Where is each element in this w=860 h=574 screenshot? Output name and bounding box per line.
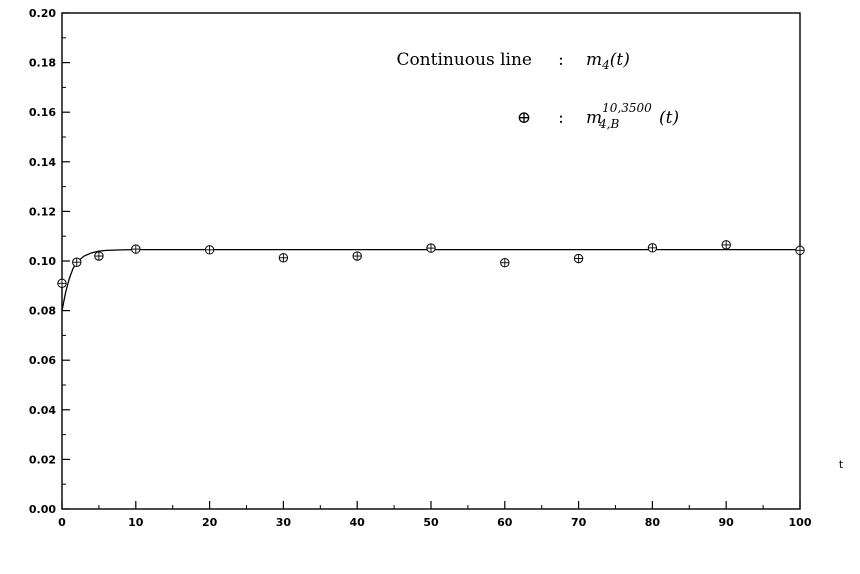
x-tick-label: 50: [423, 516, 439, 529]
legend-marker-arg: (t): [659, 108, 679, 128]
y-tick-label: 0.12: [29, 205, 56, 218]
y-tick-label: 0.02: [29, 453, 56, 466]
y-tick-label: 0.18: [29, 57, 56, 70]
legend-marker-glyph: ⊕: [517, 108, 531, 128]
legend-marker-subscript: 4,B: [598, 117, 619, 131]
data-point: [131, 244, 141, 254]
data-point: [500, 258, 510, 268]
data-point: [647, 243, 658, 253]
data-point: [573, 253, 584, 264]
legend: Continuous line : m4(t) ⊕ : m10,3500 4,B…: [396, 50, 679, 131]
data-point: [72, 257, 82, 267]
legend-line-symbol: m4(t): [586, 50, 630, 72]
x-tick-label: 90: [719, 516, 735, 529]
x-tick-label: 40: [350, 516, 366, 529]
y-tick-label: 0.10: [29, 255, 56, 268]
data-point: [94, 251, 104, 261]
x-tick-label: 100: [789, 516, 812, 529]
x-tick-label: 20: [202, 516, 218, 529]
x-tick-label: 60: [497, 516, 513, 529]
y-tick-label: 0.08: [29, 305, 56, 318]
x-tick-label: 30: [276, 516, 292, 529]
x-axis-ticks: 0 10 20 30 40 50 60 70 80 90 100: [58, 501, 812, 529]
legend-marker-separator: :: [558, 108, 564, 128]
data-point: [57, 278, 67, 289]
x-axis-label: t: [839, 458, 844, 471]
x-tick-label: 80: [645, 516, 661, 529]
data-point: [426, 243, 436, 253]
y-tick-label: 0.06: [29, 354, 56, 367]
data-point: [721, 240, 731, 250]
data-point: [795, 245, 805, 256]
y-tick-label: 0.20: [29, 7, 56, 20]
y-axis-ticks: 0.00 0.02 0.04 0.06 0.08 0.10 0.12 0.14 0.16 0.18…: [29, 7, 70, 516]
data-point: [352, 251, 362, 261]
continuous-line-series: [61, 248, 800, 311]
y-tick-label: 0.04: [29, 404, 56, 417]
y-tick-label: 0.00: [29, 503, 56, 516]
legend-line-separator: :: [558, 50, 564, 70]
data-point: [278, 253, 289, 263]
plot-frame: [61, 12, 801, 510]
legend-line-label: Continuous line: [396, 50, 532, 70]
x-tick-label: 0: [58, 516, 66, 529]
data-point: [204, 245, 215, 255]
legend-marker-symbol: m10,3500: [586, 101, 652, 128]
y-tick-label: 0.16: [29, 106, 56, 119]
x-tick-label: 10: [128, 516, 144, 529]
scatter-series: [57, 240, 805, 289]
x-tick-label: 70: [571, 516, 587, 529]
y-tick-label: 0.14: [29, 156, 56, 169]
